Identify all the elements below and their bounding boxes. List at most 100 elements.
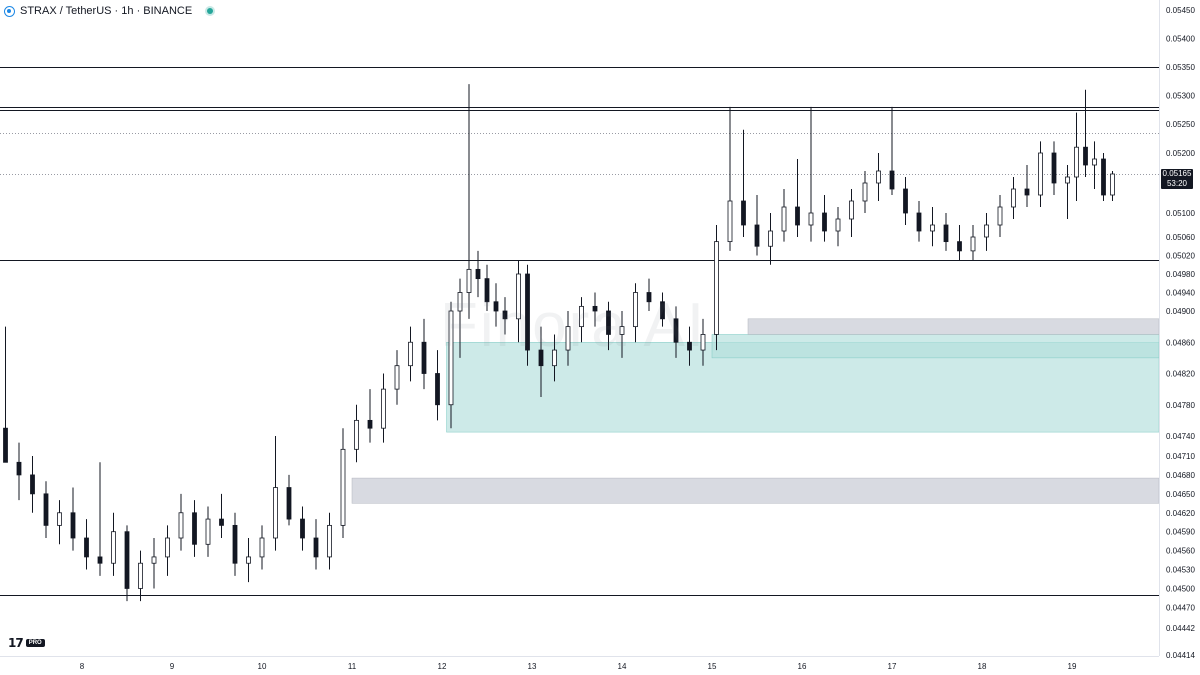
tradingview-logo[interactable]: 17 PRO [8, 636, 45, 650]
candle-body [916, 212, 922, 232]
candle-body [957, 241, 962, 252]
candle-body [448, 310, 454, 406]
x-tick-label: 10 [258, 662, 267, 671]
candle-body [178, 512, 184, 539]
market-open-status-icon [207, 8, 214, 14]
candle-body [727, 200, 733, 243]
chart-header: STRAX / TetherUS · 1h · BINANCE [4, 3, 218, 19]
candle-body [124, 531, 130, 589]
zone-gray-2 [747, 318, 1160, 335]
symbol-title[interactable]: STRAX / TetherUS · 1h · BINANCE [20, 5, 193, 17]
candle-body [1074, 146, 1079, 178]
candle-body [408, 341, 413, 367]
candle-body [502, 310, 508, 320]
last-price-tag: 0.05165 53:20 [1161, 169, 1193, 189]
candle-body [286, 487, 292, 520]
candle-body [30, 474, 35, 495]
y-tick-label: 0.04620 [1166, 509, 1195, 518]
candle-body [97, 556, 103, 564]
y-tick-label: 0.04414 [1166, 651, 1195, 660]
candle-body [16, 461, 22, 476]
candle-body [259, 537, 265, 558]
candle-body [633, 292, 638, 328]
candle-body [151, 556, 157, 564]
candle-body [457, 292, 463, 312]
y-tick-label: 0.05020 [1166, 252, 1195, 261]
x-tick-label: 18 [978, 662, 987, 671]
candle-body [300, 518, 305, 539]
candle-body [619, 326, 625, 335]
candle-body [273, 487, 278, 539]
y-tick-label: 0.04740 [1166, 432, 1195, 441]
candle-body [687, 341, 692, 351]
y-tick-label: 0.05300 [1166, 92, 1195, 101]
candle-body [781, 206, 787, 232]
candle-body [493, 301, 499, 312]
tv-mark-icon: 17 [8, 636, 24, 650]
y-tick-label: 0.04820 [1166, 370, 1195, 379]
bar-countdown: 53:20 [1166, 179, 1188, 188]
y-tick-label: 0.04650 [1166, 490, 1195, 499]
candle-body [1024, 188, 1030, 196]
zone-gray-3 [351, 477, 1160, 504]
candle-body [57, 512, 62, 526]
pro-badge: PRO [25, 639, 45, 647]
y-tick-label: 0.04500 [1166, 584, 1195, 593]
candle-body [565, 326, 571, 351]
x-tick-label: 15 [708, 662, 717, 671]
y-tick-label: 0.04560 [1166, 547, 1195, 556]
y-tick-label: 0.04680 [1166, 471, 1195, 480]
candle-body [862, 182, 868, 202]
candle-body [3, 427, 8, 463]
y-tick-label: 0.04470 [1166, 603, 1195, 612]
candle-body [70, 512, 76, 539]
x-tick-label: 12 [438, 662, 447, 671]
candle-body [903, 188, 908, 214]
x-tick-label: 11 [348, 662, 357, 671]
candle-body [246, 556, 251, 564]
x-tick-label: 9 [170, 662, 175, 671]
candle-body [1038, 152, 1043, 196]
y-tick-label: 0.05200 [1166, 149, 1195, 158]
y-tick-label: 0.04590 [1166, 528, 1195, 537]
candle-body [592, 305, 598, 312]
candle-body [754, 224, 760, 247]
x-tick-label: 13 [528, 662, 537, 671]
candle-body [219, 518, 224, 526]
candle-body [43, 493, 49, 526]
last-price-value: 0.05165 [1162, 169, 1192, 178]
candle-body [673, 318, 679, 343]
candle-body [381, 388, 386, 429]
candle-body [340, 448, 346, 526]
y-tick-label: 0.04530 [1166, 566, 1195, 575]
candle-body [165, 537, 170, 558]
candle-body [525, 273, 530, 351]
y-tick-label: 0.05250 [1166, 120, 1195, 129]
y-tick-label: 0.05100 [1166, 209, 1195, 218]
x-tick-label: 8 [80, 662, 85, 671]
candle-body [943, 224, 949, 243]
candle-body [192, 512, 197, 545]
y-tick-label: 0.04900 [1166, 307, 1195, 316]
candle-body [111, 531, 116, 564]
x-tick-label: 19 [1068, 662, 1077, 671]
y-tick-label: 0.05400 [1166, 35, 1195, 44]
candle-body [516, 273, 521, 320]
y-tick-label: 0.04980 [1166, 270, 1195, 279]
candle-body [354, 419, 359, 450]
candle-body [1065, 176, 1070, 184]
candle-body [795, 206, 800, 226]
candle-body [700, 334, 706, 351]
candle-body [421, 341, 427, 374]
y-tick-label: 0.04860 [1166, 338, 1195, 347]
candle-body [808, 212, 814, 226]
candle-body [997, 206, 1003, 226]
candle-body [232, 524, 238, 564]
x-tick-label: 14 [618, 662, 627, 671]
candle-body [835, 218, 841, 232]
candle-body [930, 224, 935, 232]
candle-body [970, 236, 976, 252]
y-tick-label: 0.04940 [1166, 289, 1195, 298]
candle-body [138, 562, 143, 589]
